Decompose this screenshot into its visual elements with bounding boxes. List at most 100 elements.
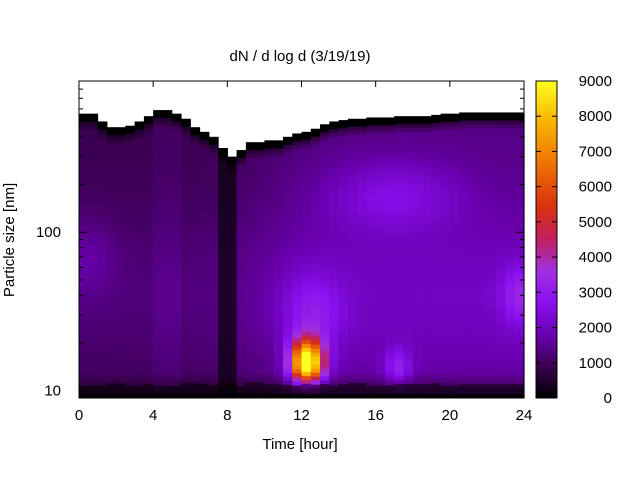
- heat-cell: [347, 266, 358, 272]
- heat-cell: [134, 153, 145, 159]
- heat-cell: [505, 212, 516, 218]
- heat-cell: [496, 144, 507, 150]
- heat-cell: [514, 284, 525, 290]
- heat-cell: [431, 374, 442, 380]
- heat-cell: [116, 347, 126, 352]
- heat-cell: [403, 208, 414, 213]
- heat-cell: [449, 321, 460, 327]
- heat-cell: [403, 224, 414, 229]
- heat-cell: [357, 158, 367, 164]
- heat-cell: [514, 260, 525, 266]
- heat-cell: [125, 229, 136, 235]
- heat-cell: [329, 229, 340, 235]
- heat-cell: [97, 125, 108, 131]
- heat-cell: [505, 172, 516, 178]
- heat-cell: [403, 368, 414, 373]
- heat-cell: [422, 184, 432, 189]
- heat-cell: [79, 121, 89, 127]
- heat-cell: [106, 271, 117, 276]
- heat-cell: [282, 320, 293, 326]
- heat-cell: [477, 332, 488, 338]
- heat-cell: [357, 322, 367, 328]
- heat-cell: [292, 201, 303, 207]
- heat-cell: [125, 365, 136, 371]
- heat-cell: [449, 121, 460, 127]
- heat-cell: [459, 188, 469, 194]
- heat-cell: [143, 180, 154, 185]
- heat-cell: [477, 132, 488, 138]
- heat-cell: [468, 228, 479, 234]
- heat-cell: [162, 242, 173, 247]
- heat-cell: [468, 336, 479, 342]
- heat-cell: [125, 233, 136, 239]
- heat-cell: [292, 249, 303, 255]
- heat-cell: [116, 219, 126, 224]
- heat-cell: [273, 248, 284, 253]
- heat-cell: [496, 136, 507, 142]
- heat-cell: [97, 161, 108, 167]
- heat-cell: [180, 394, 191, 398]
- heat-cell: [106, 379, 117, 384]
- heat-cell: [162, 166, 173, 171]
- heat-cell: [106, 367, 117, 372]
- heat-cell: [236, 314, 247, 319]
- heat-cell: [255, 318, 266, 323]
- heat-cell: [412, 348, 423, 353]
- heat-cell: [218, 168, 228, 173]
- heat-cell: [171, 301, 182, 307]
- heat-cell: [79, 157, 89, 163]
- heat-cell: [514, 216, 525, 222]
- heat-cell: [88, 293, 99, 299]
- heat-cell: [449, 205, 460, 211]
- heat-cell: [422, 284, 432, 289]
- heat-cell: [236, 286, 247, 291]
- heat-cell: [97, 225, 108, 231]
- heat-cell: [180, 202, 191, 208]
- heat-cell: [116, 203, 126, 208]
- heat-cell: [505, 148, 516, 154]
- heat-cell: [440, 365, 451, 371]
- heat-cell: [357, 170, 367, 176]
- heat-cell: [292, 377, 303, 383]
- heat-cell: [496, 344, 507, 350]
- heat-cell: [366, 205, 377, 211]
- heat-cell: [384, 237, 395, 243]
- heat-cell: [477, 276, 488, 282]
- heat-cell: [106, 195, 117, 200]
- heat-cell: [449, 377, 460, 383]
- heat-cell: [264, 184, 275, 189]
- heat-cell: [375, 289, 386, 295]
- heat-cell: [310, 228, 321, 234]
- heat-cell: [199, 163, 210, 169]
- heat-cell: [292, 241, 303, 247]
- heat-cell: [329, 137, 340, 143]
- heat-cell: [79, 365, 89, 371]
- heat-cell: [273, 276, 284, 281]
- heat-cell: [310, 184, 321, 190]
- heat-cell: [505, 208, 516, 214]
- heat-cell: [134, 365, 145, 371]
- heat-cell: [273, 394, 284, 398]
- heat-cell: [264, 300, 275, 305]
- heat-cell: [301, 135, 312, 141]
- heat-cell: [227, 376, 238, 382]
- heat-cell: [357, 234, 367, 240]
- heat-cell: [347, 134, 358, 140]
- heat-cell: [199, 171, 210, 177]
- heat-cell: [162, 350, 173, 355]
- heat-cell: [486, 136, 497, 142]
- heat-cell: [208, 352, 219, 358]
- heat-cell: [412, 132, 423, 137]
- heat-cell: [366, 117, 377, 123]
- heat-cell: [329, 165, 340, 171]
- heat-cell: [459, 156, 469, 162]
- heat-cell: [236, 158, 247, 163]
- heat-cell: [180, 314, 191, 320]
- heat-cell: [459, 308, 469, 314]
- heat-cell: [162, 182, 173, 187]
- heat-cell: [125, 173, 136, 179]
- heat-cell: [384, 394, 395, 398]
- heat-cell: [338, 260, 349, 265]
- heat-cell: [125, 317, 136, 323]
- heat-cell: [292, 205, 303, 211]
